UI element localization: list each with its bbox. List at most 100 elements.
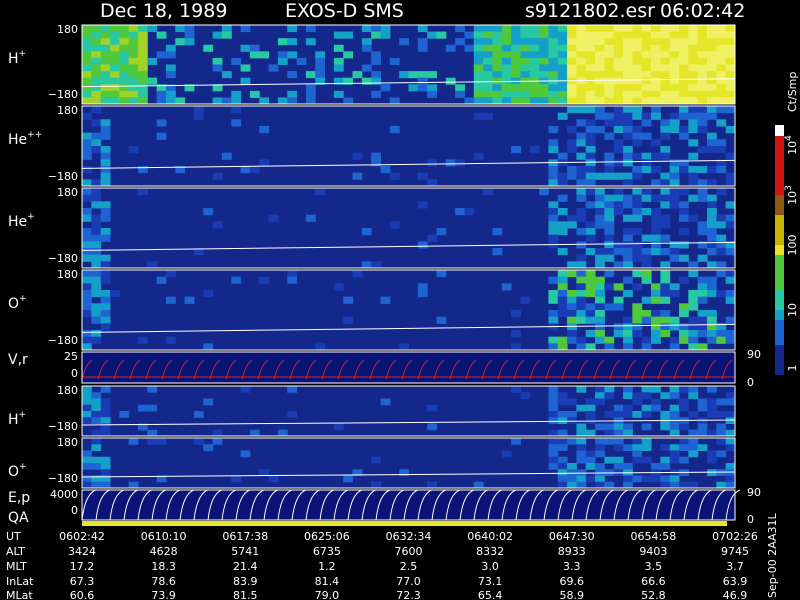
spectrogram-cell: [651, 31, 661, 39]
spectrogram-cell: [576, 303, 587, 311]
spectrogram-cell: [427, 31, 437, 39]
spectrogram-cell: [100, 172, 111, 180]
spectrogram-cell: [651, 316, 661, 324]
spectrogram-cell: [473, 84, 484, 92]
panel-frame: [81, 351, 736, 384]
spectrogram-cell: [716, 90, 727, 98]
spectrogram-cell: [641, 84, 652, 92]
spectrogram-cell: [697, 323, 708, 331]
spectrogram-cell: [585, 146, 596, 154]
spectrogram-cell: [632, 84, 643, 92]
spectrogram-cell: [100, 132, 111, 140]
spectrogram-cell: [660, 463, 671, 470]
spectrogram-cell: [660, 290, 671, 298]
spectrogram-cell: [697, 330, 708, 338]
spectrogram-cell: [623, 343, 633, 351]
spectrogram-cell: [688, 323, 699, 331]
spectrogram-cell: [501, 57, 512, 65]
spectrogram-cell: [520, 84, 531, 92]
spectrogram-cell: [669, 444, 680, 451]
spectrogram-cell: [100, 214, 111, 222]
spectrogram-cell: [91, 146, 102, 154]
spectrogram-cell: [585, 97, 596, 105]
spectrogram-cell: [501, 97, 512, 105]
spectrogram-cell: [641, 188, 652, 196]
spectrogram-cell: [100, 64, 111, 72]
spectrogram-cell: [716, 25, 727, 33]
spectrogram-cell: [651, 112, 661, 120]
spectrogram-cell: [91, 84, 102, 92]
spectrogram-cell: [137, 166, 148, 174]
spectrogram-cell: [707, 261, 717, 269]
y-bottom-label: −180: [48, 334, 78, 347]
spectrogram-cell: [371, 31, 382, 39]
spectrogram-cell: [193, 112, 204, 120]
spectrogram-cell: [548, 417, 559, 424]
spectrogram-cell: [688, 392, 699, 399]
spectrogram-cell: [660, 119, 671, 127]
spectrogram-cell: [660, 126, 671, 134]
colorbar-label: 104: [784, 135, 799, 155]
spectrogram-cell: [259, 159, 270, 167]
spectrogram-cell: [613, 84, 624, 92]
spectrogram-cell: [576, 270, 587, 278]
spectrogram-cell: [688, 77, 699, 85]
spectrogram-cell: [567, 303, 577, 311]
spectrogram-cell: [679, 166, 689, 174]
spectrogram-cell: [679, 241, 689, 249]
row-value: 0640:02: [467, 530, 513, 543]
spectrogram-cell: [585, 139, 596, 147]
row-value: 1.2: [318, 560, 336, 573]
spectrogram-cell: [147, 77, 158, 85]
spectrogram-cell: [632, 38, 643, 46]
spectrogram-cell: [567, 469, 577, 476]
spectrogram-cell: [212, 31, 223, 39]
spectrogram-cell: [585, 57, 596, 65]
spectrogram-cell: [669, 172, 680, 180]
spectrogram-cell: [137, 188, 148, 196]
spectrogram-cell: [679, 323, 689, 331]
spectrogram-cell: [679, 456, 689, 464]
spectrogram-cell: [613, 119, 624, 127]
spectrogram-cell: [557, 392, 568, 399]
spectrogram-cell: [91, 31, 102, 39]
spectrogram-cell: [623, 248, 633, 256]
spectrogram-cell: [651, 71, 661, 79]
spectrogram-cell: [632, 126, 643, 134]
spectrogram-cell: [679, 208, 689, 216]
spectrogram-cell: [464, 208, 475, 216]
spectrogram-cell: [119, 38, 130, 46]
spectrogram-cell: [651, 336, 661, 344]
spectrogram-cell: [651, 214, 661, 222]
spectrogram-cell: [576, 64, 587, 72]
spectrogram-cell: [660, 179, 671, 187]
colorbar-label: 1: [786, 365, 799, 372]
spectrogram-cell: [679, 51, 689, 59]
r-top-label: 90: [747, 486, 761, 499]
spectrogram-cell: [165, 97, 176, 105]
spectrogram-cell: [604, 201, 615, 209]
spectrogram-cell: [119, 90, 130, 98]
spectrogram-cell: [82, 475, 92, 483]
spectrogram-cell: [688, 90, 699, 98]
spectrogram-cell: [613, 97, 624, 105]
spectrogram-cell: [641, 248, 652, 256]
spectrogram-cell: [669, 57, 680, 65]
spectrogram-cell: [651, 179, 661, 187]
spectrogram-cell: [109, 97, 120, 105]
spectrogram-cell: [707, 398, 717, 406]
spectrogram-cell: [511, 310, 521, 318]
panel-label: H+: [8, 410, 26, 428]
spectrogram-cell: [604, 481, 615, 489]
spectrogram-cell: [343, 316, 354, 324]
spectrogram-cell: [371, 71, 382, 79]
spectrogram-cell: [203, 208, 214, 216]
spectrogram-cell: [669, 25, 680, 33]
spectrogram-cell: [613, 90, 624, 98]
spectrogram-cell: [82, 25, 92, 33]
spectrogram-cell: [697, 71, 708, 79]
spectrogram-cell: [613, 106, 624, 114]
spectrogram-cell: [585, 475, 596, 483]
spectrogram-cell: [585, 152, 596, 160]
spectrogram-cell: [697, 343, 708, 351]
